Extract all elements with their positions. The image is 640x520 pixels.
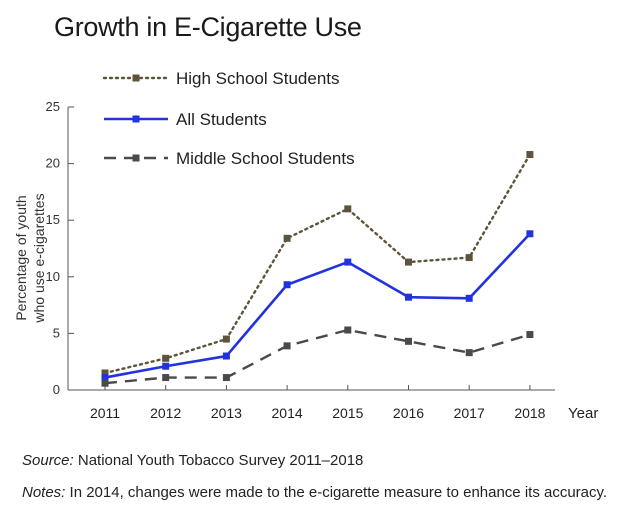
y-tick-label-15: 15 [46,212,60,227]
data-point-middle-school-students-2013 [222,374,230,382]
y-axis-label-line1: Percentage of youth [13,195,29,320]
x-tick-label-2011: 2011 [90,405,120,421]
x-tick-label-2017: 2017 [454,405,485,421]
data-point-middle-school-students-2017 [465,349,473,357]
data-point-high-school-students-2014 [283,234,291,242]
notes-label: Notes: [22,484,66,501]
data-point-middle-school-students-2012 [162,374,170,382]
data-point-high-school-students-2012 [162,354,170,362]
line-chart: 0 5 10 15 20 25 2011 2012 2013 2014 2015 2016 2017 20… [13,69,598,422]
x-tick-label-2012: 2012 [150,405,181,421]
notes-note: Notes: In 2014, changes were made to the… [22,484,607,501]
chart-title: Growth in E-Cigarette Use [54,12,362,42]
data-point-all-students-2013 [222,352,230,360]
source-note: Source: National Youth Tobacco Survey 20… [22,452,363,469]
data-point-middle-school-students-2011 [101,379,109,387]
data-point-all-students-2018 [526,230,534,238]
notes-text: In 2014, changes were made to the e-ciga… [69,484,608,501]
data-point-middle-school-students-2018 [526,331,534,339]
x-tick-label-2014: 2014 [272,405,303,421]
legend-marker-middle-school-students [132,154,140,162]
legend-label-high-school-students: High School Students [176,69,340,88]
y-tick-label-0: 0 [53,382,60,397]
data-point-high-school-students-2015 [344,205,352,213]
x-axis-label: Year [568,405,598,422]
data-point-all-students-2012 [162,362,170,370]
y-tick-label-10: 10 [46,269,60,284]
y-tick-label-25: 25 [46,99,60,114]
legend-marker-all-students [132,115,140,123]
x-tick-label-2013: 2013 [211,405,242,421]
data-point-middle-school-students-2014 [283,342,291,350]
data-point-high-school-students-2013 [222,335,230,343]
data-point-all-students-2016 [405,293,412,301]
x-tick-label-2018: 2018 [514,405,545,421]
series-line-high-school-students [103,153,532,375]
data-point-all-students-2011 [101,374,109,382]
data-point-high-school-students-2018 [526,151,534,159]
data-point-middle-school-students-2016 [405,337,412,345]
data-point-high-school-students-2011 [101,369,109,377]
y-tick-label-20: 20 [46,156,60,171]
y-tick-label-5: 5 [53,325,60,340]
source-label: Source: [22,452,74,469]
data-point-high-school-students-2016 [405,258,412,266]
data-point-middle-school-students-2015 [344,326,352,334]
legend-label-all-students: All Students [176,110,267,129]
y-axis-label-line2: who use e-cigarettes [31,193,47,323]
series-line-middle-school-students [104,328,531,385]
data-point-all-students-2015 [344,258,352,266]
data-point-all-students-2017 [465,294,473,302]
x-tick-label-2015: 2015 [332,405,363,421]
x-tick-label-2016: 2016 [393,405,424,421]
data-point-all-students-2014 [283,281,291,289]
legend-marker-high-school-students [132,74,140,82]
legend-label-middle-school-students: Middle School Students [176,149,355,168]
series-line-all-students [104,232,531,379]
data-point-high-school-students-2017 [465,254,473,262]
source-text: National Youth Tobacco Survey 2011–2018 [77,452,364,469]
